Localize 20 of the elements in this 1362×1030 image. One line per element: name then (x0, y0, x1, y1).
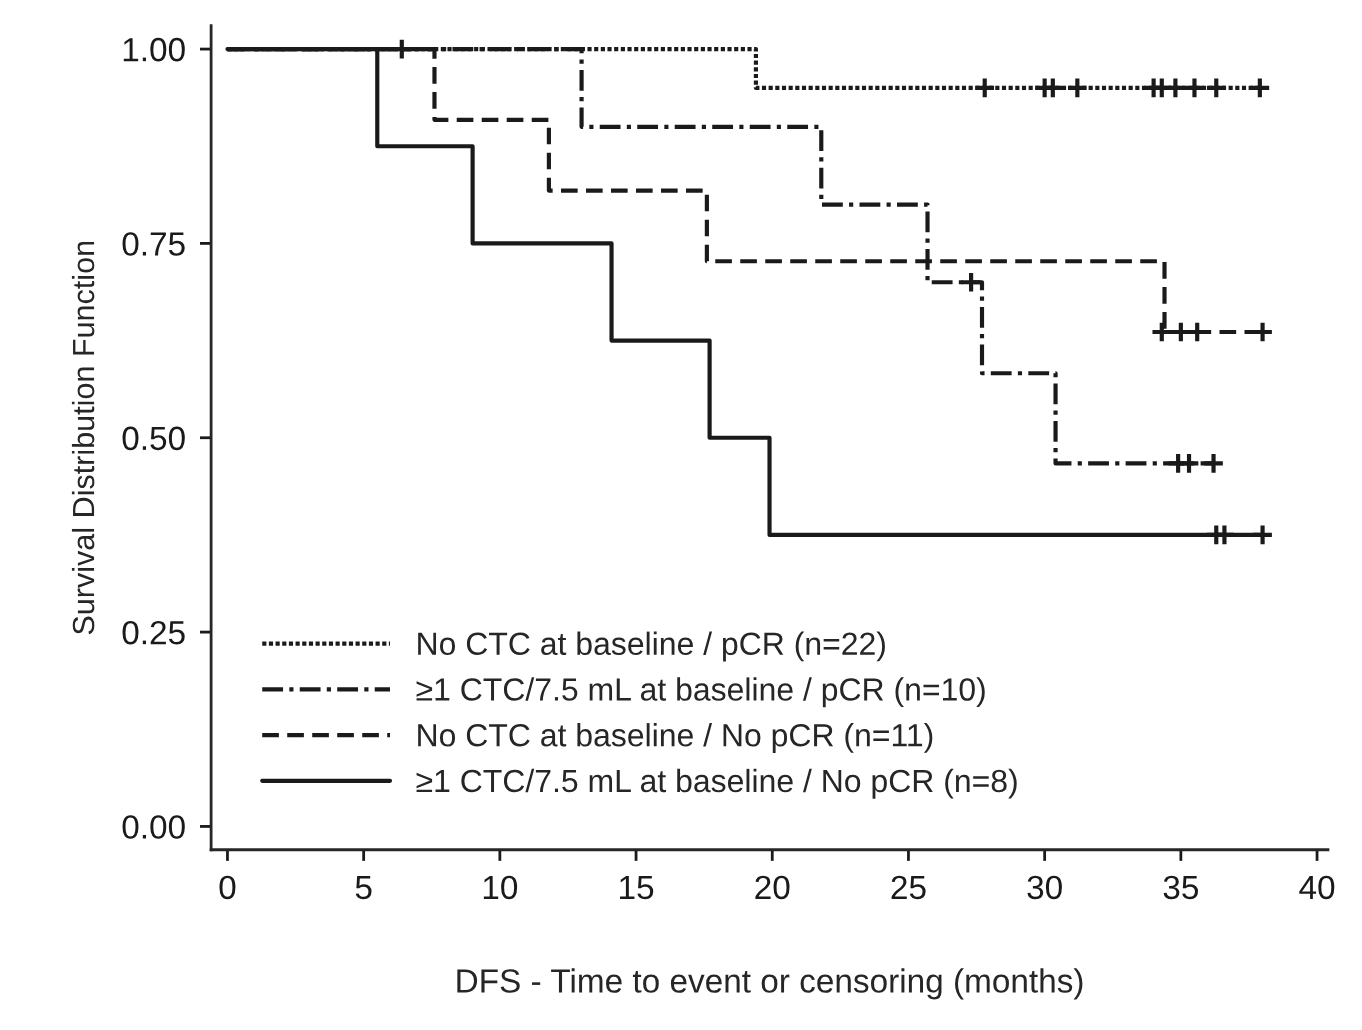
y-tick-label: 1.00 (123, 37, 185, 62)
y-tick-label: 0.75 (122, 232, 185, 256)
y-tick-label: 0.25 (122, 620, 185, 645)
legend-label: ≥1 CTC/7.5 mL at baseline / No pCR (n=8) (416, 768, 1017, 799)
x-tick-label: 10 (483, 875, 518, 900)
legend-label: No CTC at baseline / pCR (n=22) (418, 631, 885, 662)
y-tick-label: 0.50 (122, 426, 185, 451)
x-tick-label: 35 (1163, 875, 1198, 900)
x-axis-title: DFS - Time to event or censoring (months) (457, 968, 1083, 1000)
x-tick-label: 15 (620, 875, 654, 900)
x-tick-label: 20 (755, 875, 790, 900)
y-axis-title: Survival Distribution Function (71, 241, 95, 635)
x-tick-label: 30 (1027, 875, 1062, 900)
x-tick-label: 0 (219, 875, 236, 900)
x-tick-label: 40 (1299, 875, 1335, 900)
legend-label: ≥1 CTC/7.5 mL at baseline / pCR (n=10) (416, 677, 985, 708)
y-tick-label: 0.00 (122, 815, 185, 839)
x-tick-label: 25 (891, 875, 926, 900)
legend-label: No CTC at baseline / No pCR (n=11) (418, 723, 933, 753)
x-tick-label: 5 (355, 875, 372, 900)
